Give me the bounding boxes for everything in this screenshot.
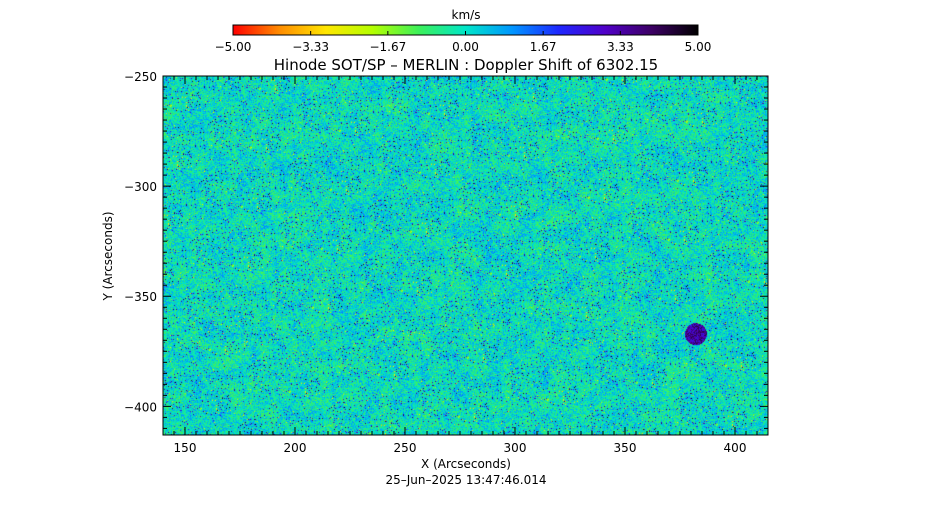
colorbar-tick-label: 3.33 [607,40,634,54]
y-tick-label: −400 [124,400,157,414]
colorbar-tick-label: 5.00 [685,40,712,54]
x-tick-label: 150 [174,441,197,455]
x-tick-label: 350 [614,441,637,455]
x-tick-label: 300 [504,441,527,455]
plot-frame [162,75,769,436]
y-axis-label: Y (Arcseconds) [101,211,115,301]
y-tick-label: −250 [124,70,157,84]
x-tick-label: 400 [724,441,747,455]
y-tick-label: −300 [124,180,157,194]
x-tick-label: 250 [394,441,417,455]
x-axis: 150 200 250 300 350 400 [173,76,758,455]
colorbar-tick-label: −5.00 [215,40,252,54]
y-axis: −250 −300 −350 −400 [124,70,768,429]
chart-title: Hinode SOT/SP – MERLIN : Doppler Shift o… [274,56,658,74]
y-tick-label: −350 [124,290,157,304]
doppler-heatmap [163,76,768,435]
colorbar-unit-label: km/s [452,8,481,22]
colorbar-tick-label: −3.33 [292,40,329,54]
x-axis-label: X (Arcseconds) [421,457,511,471]
x-tick-label: 200 [284,441,307,455]
colorbar: km/s −5.00 −3.33 −1.67 0.00 1.67 3.33 5.00 [215,8,712,54]
colorbar-tick-label: 0.00 [452,40,479,54]
colorbar-tick-label: −1.67 [369,40,406,54]
colorbar-tick-label: 1.67 [530,40,557,54]
colorbar-ticks: −5.00 −3.33 −1.67 0.00 1.67 3.33 5.00 [215,31,712,54]
timestamp: 25–Jun–2025 13:47:46.014 [386,473,547,487]
